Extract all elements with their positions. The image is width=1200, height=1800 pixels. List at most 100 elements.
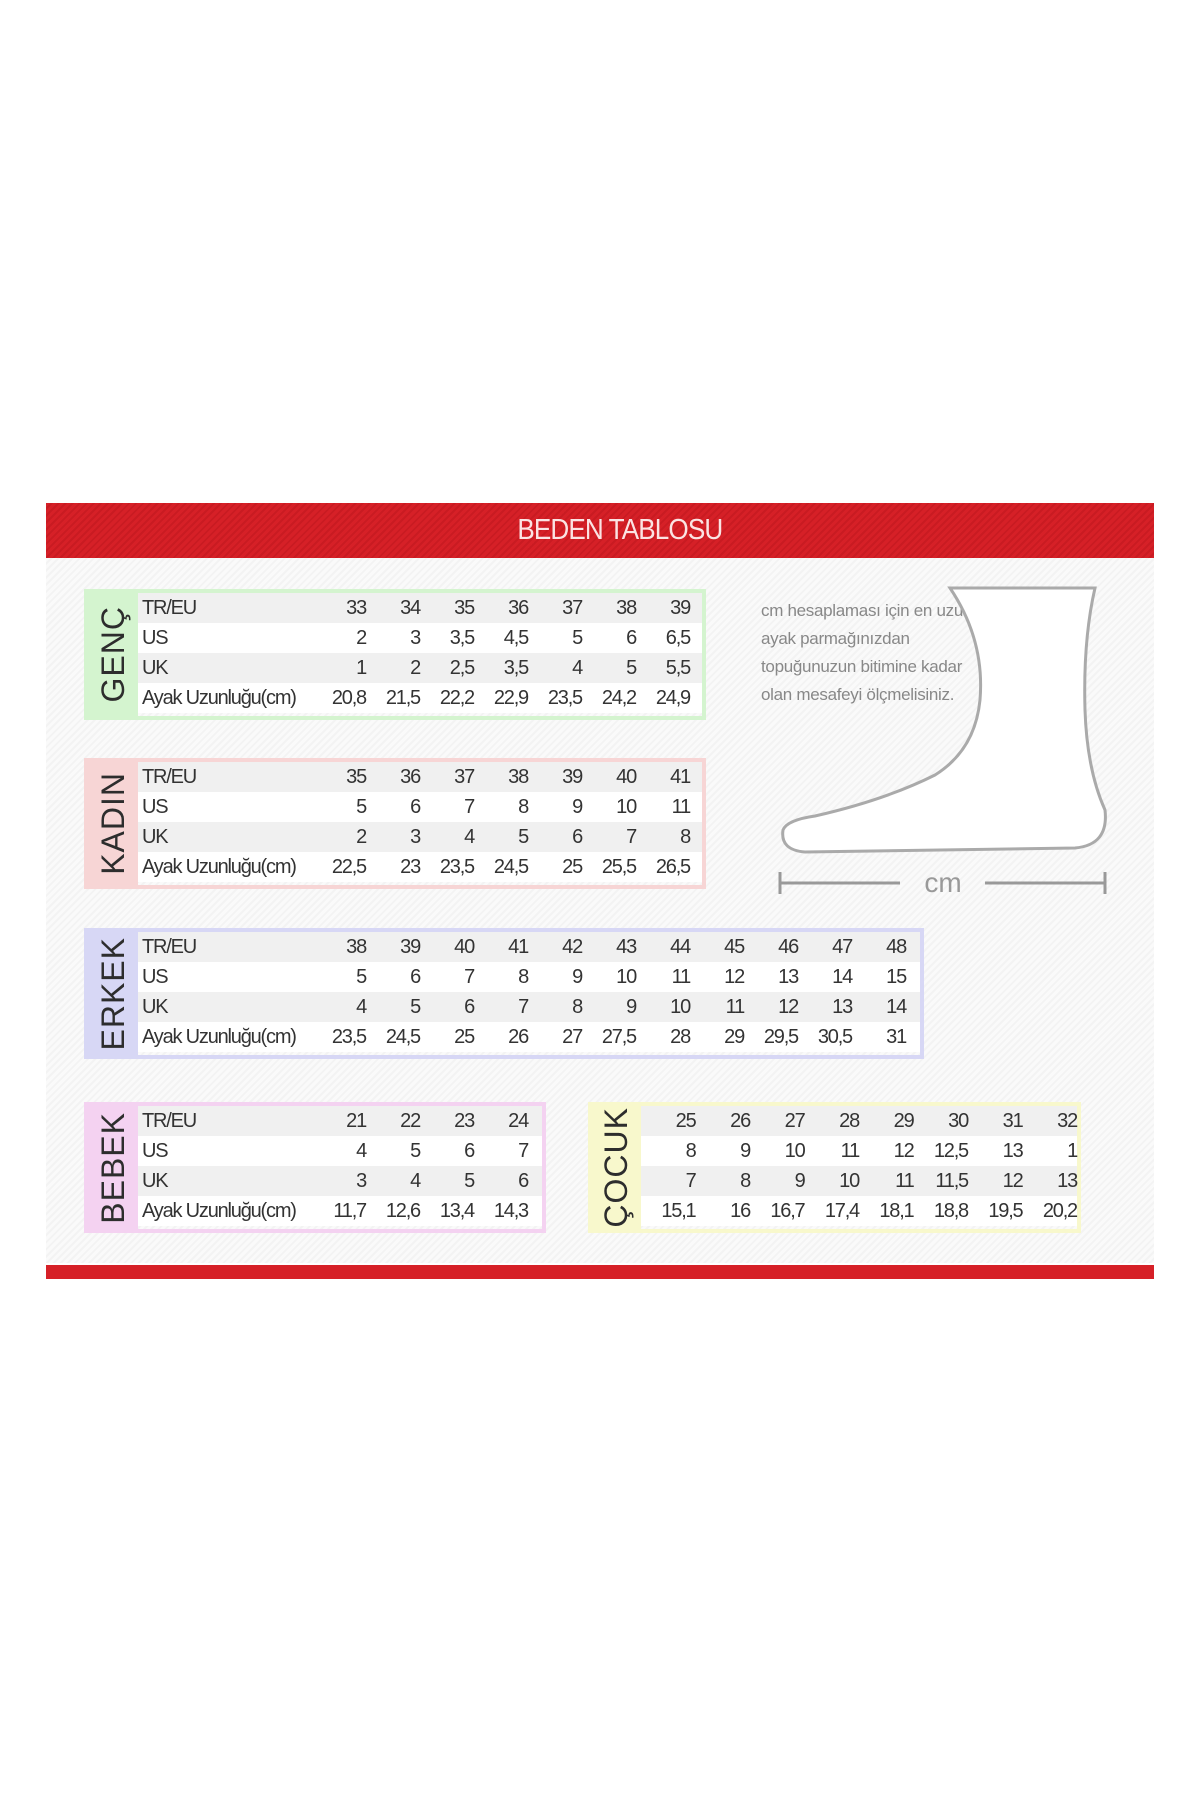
size-cell: 37: [562, 596, 583, 619]
size-cell: 20,2: [1042, 1199, 1078, 1222]
size-cell: 3: [410, 626, 421, 649]
size-cell: 9: [572, 965, 583, 988]
size-cell: 7: [518, 995, 529, 1018]
size-cell: 6: [626, 626, 637, 649]
table-row: Ayak Uzunluğu(cm) 11,7 12,6 13,4 14,3: [138, 1196, 542, 1226]
size-cell: 13: [778, 965, 799, 988]
size-cell: 4,5: [503, 626, 529, 649]
size-cell: 31: [886, 1025, 907, 1048]
size-cell: 9: [794, 1169, 806, 1192]
category-name: BEBEK: [94, 1111, 131, 1224]
row-label: US: [142, 1139, 169, 1162]
foot-illustration: cm: [778, 586, 1107, 898]
size-cell: 17,4: [824, 1199, 860, 1222]
size-cell: 31: [1002, 1109, 1024, 1132]
size-cell: 28: [670, 1025, 691, 1048]
size-cell: 5: [410, 995, 421, 1018]
size-cell: 14: [886, 995, 907, 1018]
size-cell: 20,8: [331, 686, 367, 709]
size-cell: 12: [893, 1139, 915, 1162]
size-cell: 6: [518, 1169, 529, 1192]
size-cell: 13: [1002, 1139, 1024, 1162]
table-row: TR/EU 33 34 35 36 37 38 39: [138, 593, 702, 623]
size-cell: 37: [454, 765, 475, 788]
size-cell: 22: [400, 1109, 421, 1132]
category-name: GENÇ: [94, 606, 131, 703]
size-cell: 6: [464, 1139, 475, 1162]
size-cell: 5: [626, 656, 637, 679]
bottom-bar: [46, 1265, 1154, 1279]
size-cell: 4: [356, 995, 367, 1018]
size-cell: 11: [725, 995, 746, 1018]
size-cell: 4: [410, 1169, 421, 1192]
size-cell: 25: [562, 855, 583, 878]
size-cell: 14,3: [493, 1199, 529, 1222]
size-cell: 42: [562, 935, 583, 958]
size-cell: 10: [784, 1139, 806, 1162]
size-cell: 39: [670, 596, 691, 619]
size-cell: 46: [778, 935, 799, 958]
size-cell: 34: [400, 596, 421, 619]
size-cell: 41: [670, 765, 691, 788]
category-label: KADIN: [88, 762, 138, 885]
size-table: TR/EU 21 22 23 24 US 4 5 6 7 UK 3 4 5 6 Ayak Uzunluğu(c…: [138, 1106, 542, 1229]
table-row: Ayak Uzunluğu(cm) 22,5 23 23,5 24,5 25 25,5 26,…: [138, 852, 702, 882]
size-cell: 22,5: [331, 855, 367, 878]
size-table: TR/EU 33 34 35 36 37 38 39 US 2 3 3,5 4,5 5 6 6,5 UK 1 2 2,…: [138, 593, 702, 716]
size-cell: 40: [616, 765, 637, 788]
size-cell: 8: [518, 965, 529, 988]
size-cell: 7: [626, 825, 637, 848]
category-name: ÇOCUK: [598, 1107, 634, 1228]
size-cell: 28: [839, 1109, 860, 1132]
size-cell: 23,5: [547, 686, 583, 709]
size-cell: 10: [616, 965, 637, 988]
size-cell: 12,6: [385, 1199, 421, 1222]
size-cell: 10: [670, 995, 691, 1018]
size-cell: 7: [518, 1139, 529, 1162]
size-cell: 9: [740, 1139, 751, 1162]
size-cell: 24,5: [385, 1025, 421, 1048]
size-cell: 7: [685, 1169, 697, 1192]
size-cell: 9: [572, 795, 583, 818]
row-label: TR/EU: [142, 1109, 197, 1132]
size-cell: 26,5: [655, 855, 691, 878]
size-cell: 30,5: [817, 1025, 853, 1048]
size-cell: 2: [356, 825, 367, 848]
size-cell: 39: [400, 935, 421, 958]
size-cell: 13,4: [439, 1199, 475, 1222]
table-row: US 5 6 7 8 9 10 11: [138, 792, 702, 822]
foot-outline-icon: [781, 586, 1107, 854]
size-cell: 11: [895, 1169, 915, 1192]
size-cell: 27,5: [601, 1025, 637, 1048]
size-cell: 11: [671, 965, 692, 988]
category-name: ERKEK: [94, 936, 131, 1051]
row-label: TR/EU: [142, 596, 197, 619]
size-cell: 4: [464, 825, 475, 848]
table-row: UK 3 4 5 6: [138, 1166, 542, 1196]
size-cell: 5: [572, 626, 583, 649]
size-cell: 36: [508, 596, 529, 619]
size-cell: 1: [356, 656, 367, 679]
size-cell: 23: [400, 855, 421, 878]
row-label: Ayak Uzunluğu(cm): [142, 855, 297, 878]
table-row: UK 4 5 6 7 8 9 10 11 12 13 14: [138, 992, 920, 1022]
size-cell: 30: [948, 1109, 969, 1132]
size-cell: 38: [508, 765, 529, 788]
size-cell: 10: [616, 795, 637, 818]
row-label: UK: [142, 1169, 169, 1192]
size-cell: 12: [1002, 1169, 1024, 1192]
row-label: TR/EU: [142, 935, 197, 958]
size-cell: 23: [454, 1109, 475, 1132]
size-cell: 4: [572, 656, 583, 679]
size-cell: 27: [784, 1109, 806, 1132]
row-label: US: [142, 626, 169, 649]
row-label: US: [142, 965, 169, 988]
size-cell: 2: [410, 656, 421, 679]
table-row: UK 2 3 4 5 6 7 8: [138, 822, 702, 852]
size-cell: 8: [518, 795, 529, 818]
table-row: US 5 6 7 8 9 10 11 12 13 14 15: [138, 962, 920, 992]
size-cell: 11: [671, 795, 692, 818]
size-cell: 29: [893, 1109, 915, 1132]
row-label: Ayak Uzunluğu(cm): [142, 1199, 297, 1222]
table-cocuk: ÇOCUK 25 26 27 28 29 30 31 32 8 9 10 11 12 12,5 13 1 7 8 9 1…: [588, 1102, 1081, 1233]
